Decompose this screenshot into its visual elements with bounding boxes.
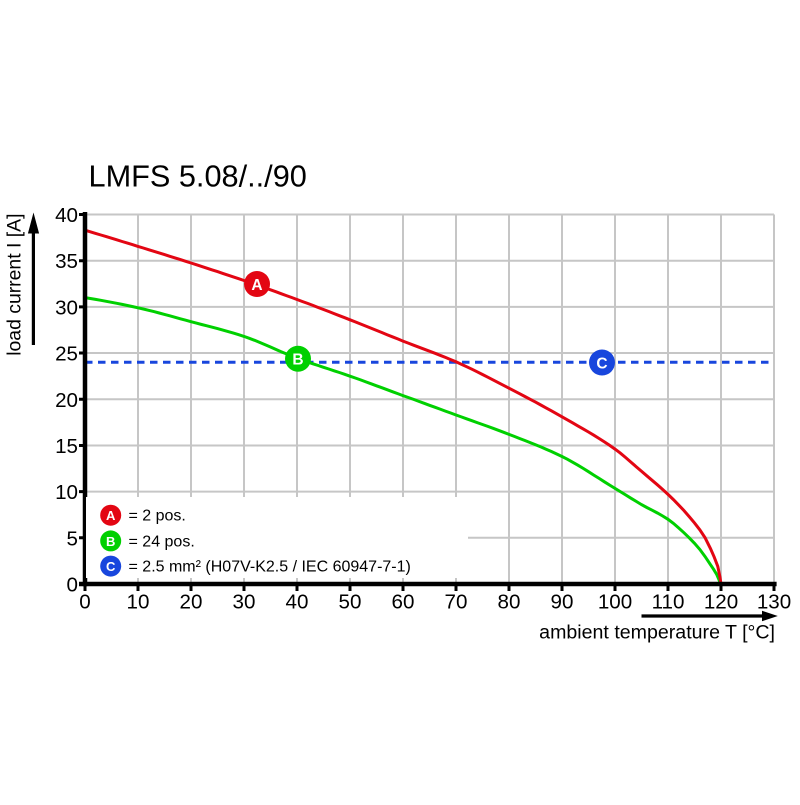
svg-text:ambient temperature T [°C]: ambient temperature T [°C] [539,622,775,644]
svg-text:A: A [251,277,262,294]
svg-text:A: A [106,508,116,523]
svg-text:100: 100 [598,591,632,614]
svg-text:= 24 pos.: = 24 pos. [129,533,195,550]
svg-text:30: 30 [233,591,256,614]
svg-text:10: 10 [127,591,150,614]
svg-text:40: 40 [55,204,78,227]
svg-text:50: 50 [339,591,362,614]
svg-text:0: 0 [67,574,78,597]
svg-text:0: 0 [79,591,90,614]
svg-text:5: 5 [67,527,78,550]
svg-text:120: 120 [704,591,738,614]
svg-text:15: 15 [55,435,78,458]
svg-text:C: C [596,355,607,372]
svg-text:30: 30 [55,296,78,319]
svg-text:20: 20 [180,591,203,614]
svg-text:LMFS 5.08/../90: LMFS 5.08/../90 [89,158,307,193]
svg-text:10: 10 [55,481,78,504]
svg-text:110: 110 [652,591,685,614]
svg-text:40: 40 [286,591,309,614]
svg-text:80: 80 [498,591,521,614]
svg-text:20: 20 [55,389,78,412]
svg-text:= 2 pos.: = 2 pos. [129,508,186,525]
svg-text:70: 70 [445,591,468,614]
svg-text:B: B [292,352,303,369]
svg-text:35: 35 [55,250,78,273]
svg-text:90: 90 [551,591,574,614]
svg-text:60: 60 [392,591,415,614]
svg-text:25: 25 [55,343,78,366]
svg-text:load current I [A]: load current I [A] [4,214,26,356]
svg-text:= 2.5 mm² (H07V-K2.5 / IEC 609: = 2.5 mm² (H07V-K2.5 / IEC 60947-7-1) [129,559,411,576]
svg-text:130: 130 [757,591,791,614]
svg-text:C: C [106,559,116,574]
svg-text:B: B [106,534,115,549]
